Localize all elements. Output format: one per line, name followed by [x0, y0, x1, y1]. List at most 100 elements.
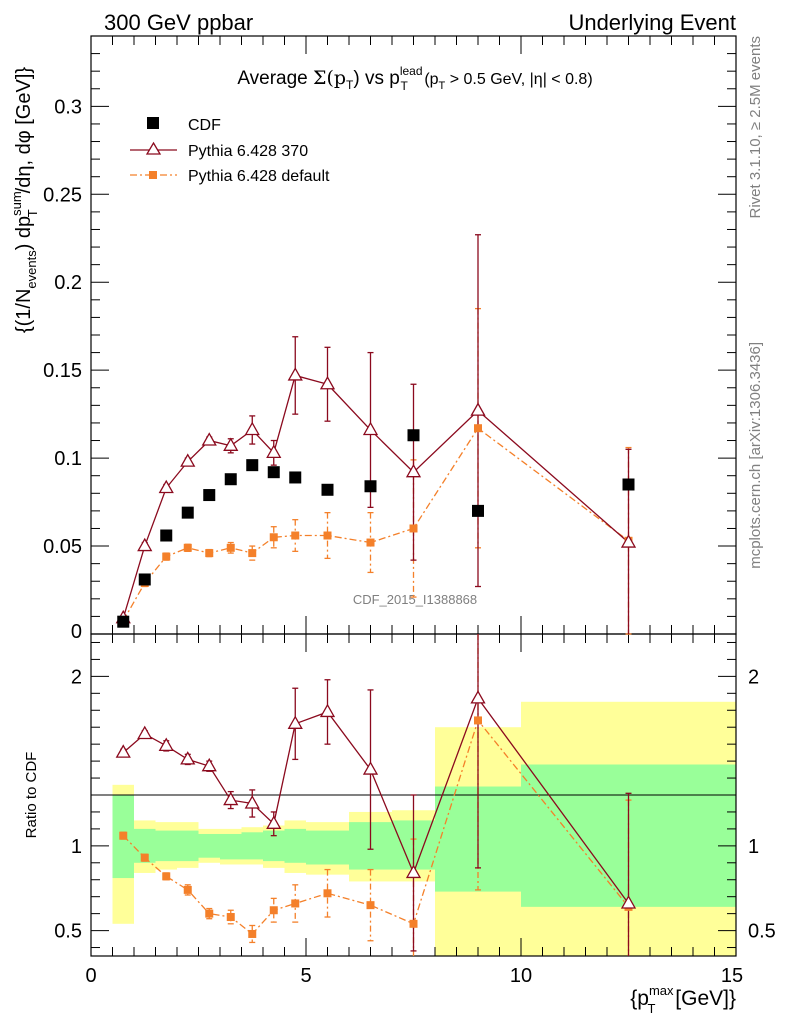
pythia-370-marker [319, 375, 336, 390]
cdf-marker [138, 573, 151, 586]
band-green [306, 830, 349, 865]
analysis-watermark: CDF_2015_I1388868 [353, 592, 477, 607]
x-tick-label: 15 [721, 965, 743, 987]
legend-label-cdf: CDF [188, 117, 221, 134]
band-green [177, 830, 199, 862]
pythia-default-marker [183, 543, 192, 552]
main-y-axis-label: {(1/Nevents) dpsumT/dη, dφ [GeV]} [9, 67, 40, 333]
cdf-marker [224, 473, 237, 486]
band-green [284, 828, 306, 863]
ratio-pythia-370-marker [620, 895, 637, 909]
cdf-marker [267, 466, 280, 479]
ratio-pythia-370-marker [180, 751, 196, 765]
y-tick-label-main: 0.25 [43, 184, 82, 206]
ratio-pythia-370-marker [287, 715, 303, 729]
cdf-uncertainty-bands [112, 701, 736, 956]
pythia-370-line [122, 374, 629, 619]
ratio-pythia-default-marker [409, 919, 418, 928]
main-plot-series [115, 234, 637, 635]
y-tick-label-main: 0 [71, 621, 82, 643]
legend-label-pythia-370: Pythia 6.428 370 [188, 143, 308, 160]
x-tick-label: 0 [85, 965, 96, 987]
pythia-370-marker [266, 444, 282, 458]
pythia-default-marker [162, 552, 171, 561]
pythia-default-marker [366, 538, 375, 547]
ratio-pythia-370-marker [158, 737, 174, 752]
pythia-370-marker [244, 421, 260, 436]
pythia-default-marker [291, 531, 300, 540]
pythia-370-marker [287, 367, 303, 381]
ratio-pythia-default-marker [140, 853, 149, 862]
cdf-marker [364, 480, 377, 493]
legend-marker-pythia-default [149, 171, 157, 179]
ratio-pythia-default-marker [183, 885, 192, 894]
cdf-marker [203, 489, 216, 502]
ratio-pythia-default-marker [474, 716, 482, 725]
legend-label-pythia-default: Pythia 6.428 default [188, 168, 330, 185]
y-tick-label-main: 0.15 [43, 360, 82, 382]
pythia-370-marker [470, 402, 486, 416]
pythia-default-marker [409, 524, 418, 533]
axis-tick-labels: 0 5 10 15 0 0.05 0.1 0.15 0.2 0.25 0.3 0.5 0.5 1 1 2 2 [43, 96, 776, 987]
ratio-pythia-370-marker [223, 791, 239, 806]
band-green [198, 833, 220, 858]
ratio-y-axis-label: Ratio to CDF [23, 752, 40, 839]
rivet-label: Rivet 3.1.10, ≥ 2.5M events [747, 36, 764, 219]
cdf-marker [181, 506, 194, 519]
ratio-plot-series [115, 634, 637, 956]
band-green [220, 833, 242, 860]
header-left: 300 GeV ppbar [104, 10, 253, 35]
ratio-pythia-370-marker [362, 761, 379, 775]
pythia-370-marker [620, 534, 637, 548]
band-green [155, 830, 177, 862]
cdf-marker [160, 529, 173, 542]
y-tick-label-ratio: 0.5 [54, 921, 82, 943]
header-right: Underlying Event [568, 10, 736, 35]
y-tick-label-main: 0.3 [54, 96, 82, 118]
plot-title: Average Σ(pT) vs plead T (pT > 0.5 GeV, |… [237, 64, 592, 93]
ratio-pythia-default-marker [248, 929, 257, 938]
x-tick-label: 10 [510, 965, 532, 987]
ratio-pythia-370-marker [115, 744, 131, 758]
ratio-pythia-370-marker [319, 703, 336, 718]
cdf-marker [117, 615, 130, 628]
band-green [134, 828, 156, 863]
legend-marker-pythia-370 [145, 141, 162, 155]
pythia-370-marker [180, 453, 196, 467]
cdf-marker [472, 504, 484, 517]
y-tick-label-ratio: 2 [71, 666, 82, 688]
y-tick-label-ratio: 1 [71, 836, 82, 858]
legend-marker-cdf [147, 117, 159, 129]
ratio-pythia-370-marker [470, 690, 486, 704]
cdf-marker [246, 459, 259, 472]
ratio-pythia-370-marker [405, 864, 422, 879]
y-tick-label-ratio-right: 0.5 [748, 921, 776, 943]
y-tick-label-main: 0.2 [54, 272, 82, 294]
pythia-370-marker [223, 437, 239, 451]
y-tick-label-main: 0.05 [43, 536, 82, 558]
pythia-default-marker [248, 549, 257, 558]
pythia-370-marker [137, 537, 153, 552]
ratio-pythia-default-marker [119, 831, 128, 840]
x-tick-label: 5 [300, 965, 311, 987]
ratio-pythia-default-marker [205, 909, 214, 918]
pythia-default-marker [474, 424, 482, 433]
x-axis-label: {pmax T [GeV]} [630, 983, 736, 1016]
cdf-marker [321, 483, 334, 496]
ratio-pythia-370-marker [244, 795, 260, 809]
axis-ticks [90, 36, 737, 956]
mcplots-label: mcplots.cern.ch [arXiv:1306.3436] [747, 342, 764, 569]
pythia-default-marker [269, 533, 278, 542]
y-tick-label-ratio-right: 2 [748, 666, 759, 688]
band-green [263, 830, 285, 862]
cdf-marker [622, 478, 635, 491]
cdf-marker [289, 471, 302, 484]
ratio-pythia-370-marker [266, 815, 282, 829]
ratio-pythia-default-marker [366, 901, 375, 910]
ratio-pythia-default-marker [269, 906, 278, 915]
pythia-370-marker [201, 432, 217, 446]
ratio-pythia-370-marker [201, 757, 217, 772]
pythia-default-marker [226, 543, 235, 552]
ratio-pythia-default-marker [291, 899, 300, 908]
